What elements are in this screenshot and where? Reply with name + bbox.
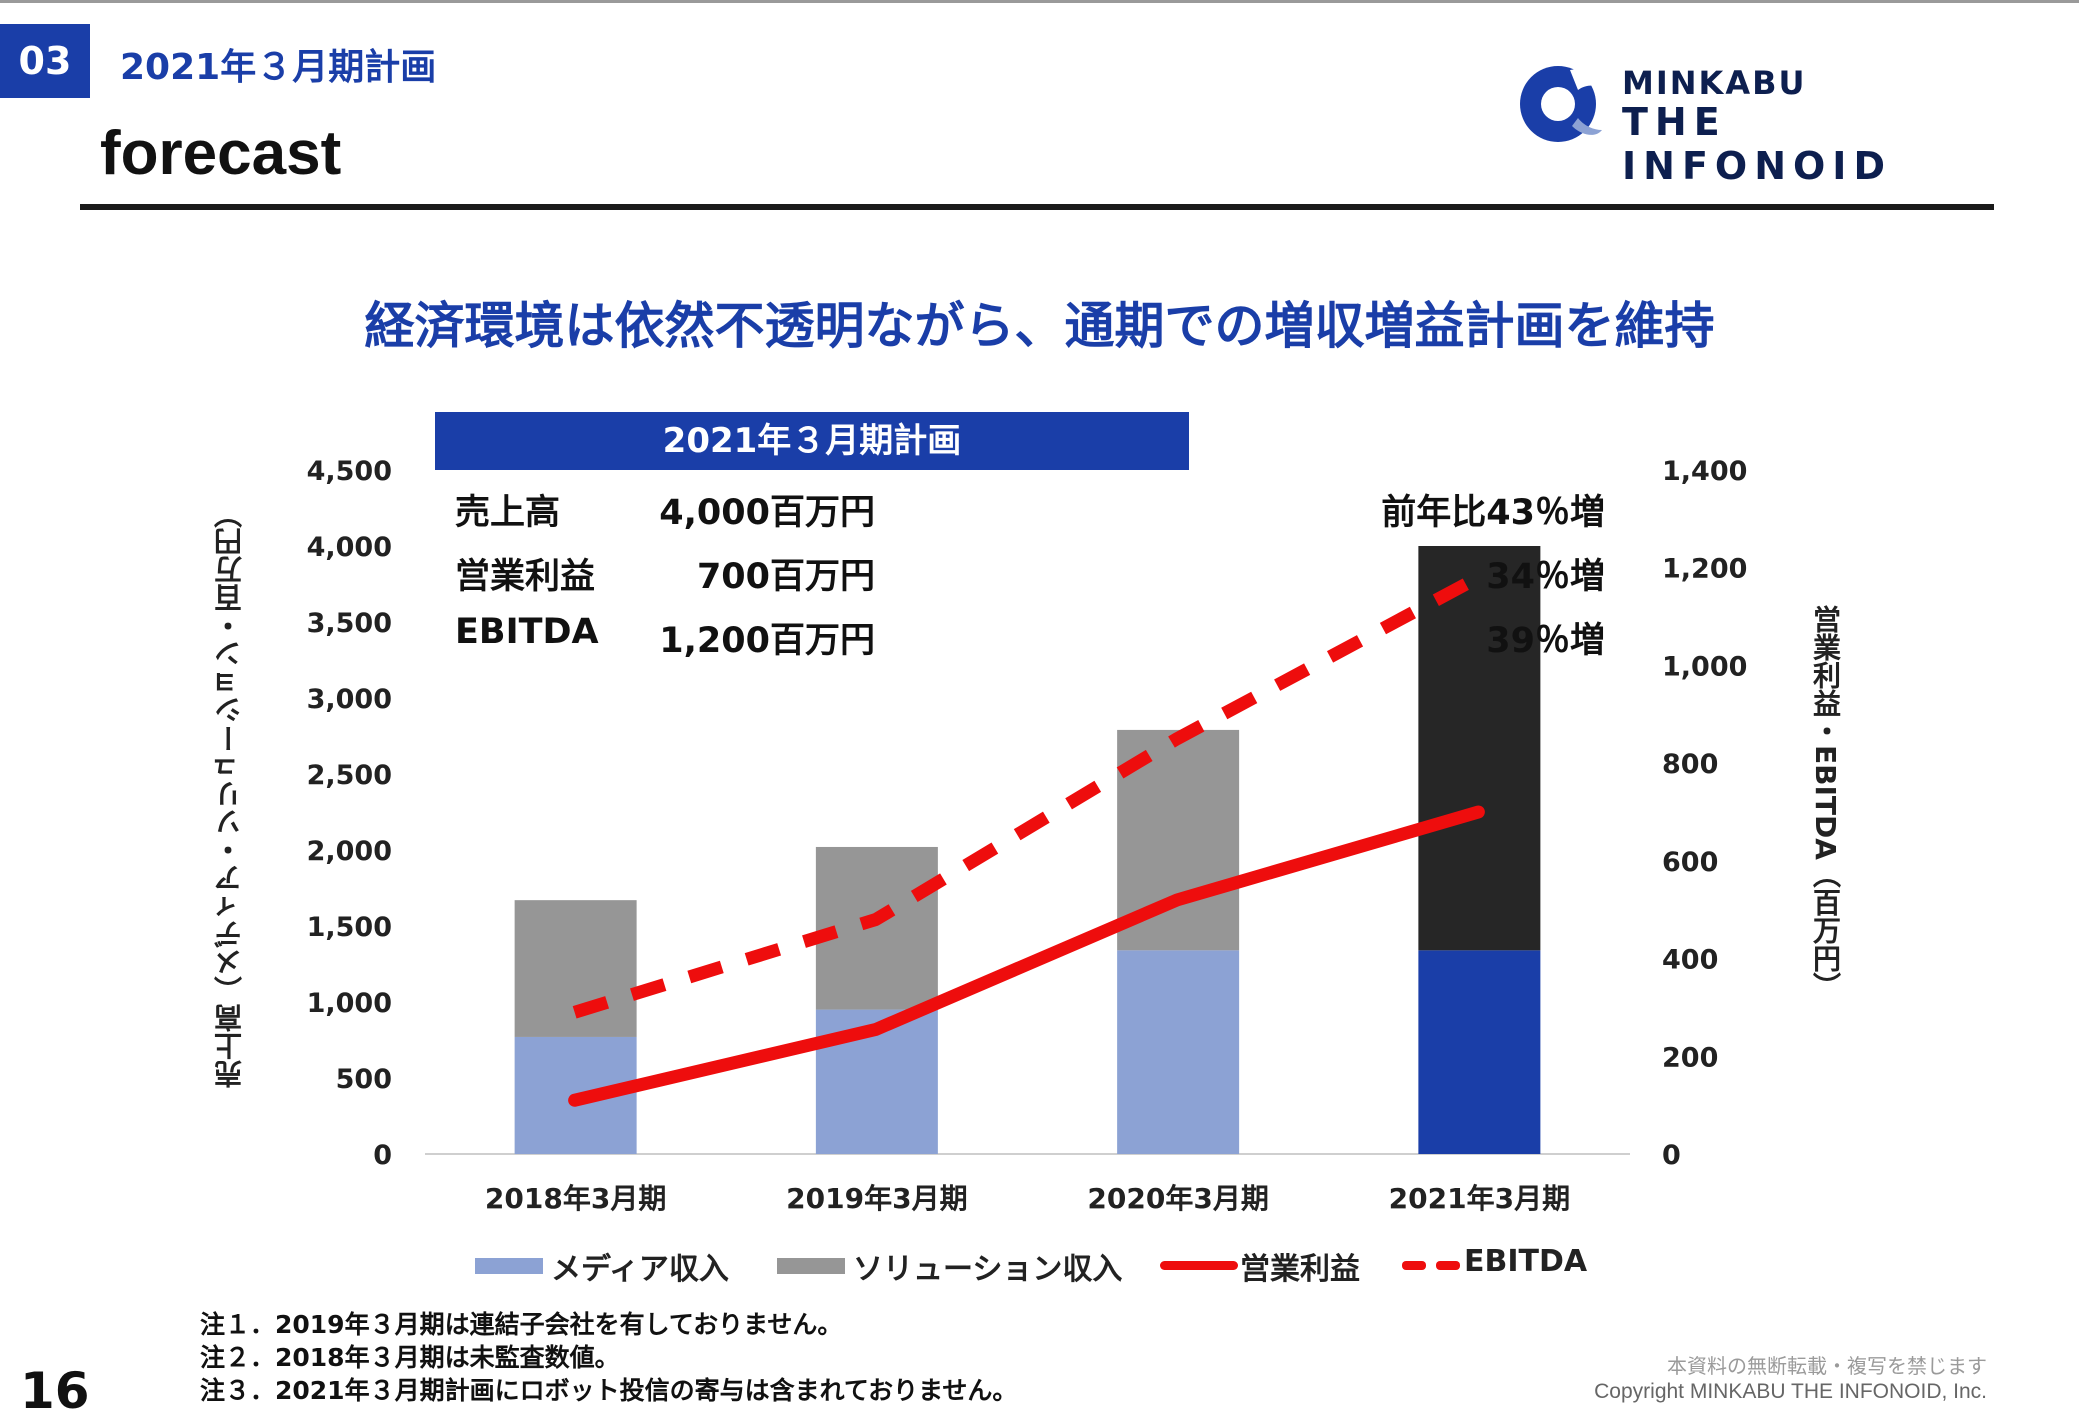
- y-right-tick-label: 800: [1662, 749, 1718, 780]
- y-axis-left-title: 売上高（メディア・ソリューション・百万円）: [213, 500, 246, 1088]
- plan-value: 1,200百万円: [659, 621, 875, 661]
- legend-dash-swatch: [1402, 1261, 1426, 1270]
- top-border: [0, 0, 2079, 3]
- company-logo: MINKABU THE INFONOID: [1512, 56, 2012, 188]
- section-title: 2021年３月期計画: [120, 47, 437, 88]
- legend-label: EBITDA: [1464, 1244, 1588, 1279]
- plan-row-ebitda: EBITDA 1,200百万円 39％増: [435, 598, 1605, 662]
- logo-text-minkabu: MINKABU: [1622, 64, 1807, 102]
- reproduction-notice: 本資料の無断転載・複写を禁じます: [1667, 1354, 1987, 1378]
- y-right-tick-label: 1,000: [1662, 651, 1747, 682]
- footnotes: 注１．2019年３月期は連結子会社を有しておりません。 注２．2018年３月期は…: [200, 1308, 1017, 1407]
- legend-swatch: [777, 1258, 845, 1274]
- plan-value: 700百万円: [696, 557, 875, 597]
- ebitda-line: [572, 571, 1482, 1019]
- y-left-tick-label: 2,500: [307, 760, 392, 791]
- y-left-tick-label: 0: [373, 1140, 392, 1171]
- y-right-tick-label: 600: [1662, 847, 1718, 878]
- x-tick-label: 2018年3月期: [485, 1182, 666, 1215]
- y-left-tick-label: 2,000: [307, 836, 392, 867]
- y-right-tick-label: 0: [1662, 1140, 1681, 1171]
- plan-change: 前年比43％増: [1381, 493, 1605, 533]
- bar-solution-revenue: [815, 846, 938, 1010]
- plan-change: 39％増: [1486, 621, 1605, 661]
- legend-dash-swatch: [1436, 1261, 1460, 1270]
- plan-value: 4,000百万円: [659, 493, 875, 533]
- plan-table-title: 2021年３月期計画: [435, 412, 1189, 470]
- legend-label: 営業利益: [1240, 1252, 1360, 1287]
- bar-solution-revenue: [1418, 546, 1541, 951]
- logo-swirl-icon: [1520, 66, 1608, 142]
- page-number: 16: [20, 1362, 90, 1420]
- x-tick-label: 2019年3月期: [786, 1182, 967, 1215]
- y-left-tick-label: 1,500: [307, 912, 392, 943]
- y-left-tick-label: 4,000: [307, 532, 392, 563]
- y-right-tick-label: 1,200: [1662, 554, 1747, 585]
- plan-row-sales: 売上高 4,000百万円 前年比43％増: [435, 470, 1605, 534]
- legend-line-swatch: [1160, 1261, 1238, 1270]
- operating-profit-line: [568, 805, 1485, 1107]
- bar-media-revenue: [1418, 950, 1541, 1154]
- copyright: Copyright MINKABU THE INFONOID, Inc.: [1594, 1380, 1987, 1403]
- plan-change: 34％増: [1486, 557, 1605, 597]
- y-left-tick-label: 4,500: [307, 456, 392, 487]
- y-right-tick-label: 1,400: [1662, 456, 1747, 487]
- legend-label: ソリューション収入: [853, 1252, 1123, 1287]
- plan-table: 2021年３月期計画 売上高 4,000百万円 前年比43％増 営業利益 700…: [435, 412, 1605, 662]
- revenue-profit-chart: 0 500 1,000 1,500 2,000 2,500 3,000 3,500 4,000 4…: [307, 456, 1748, 1215]
- footnote: 注２．2018年３月期は未監査数値。: [200, 1343, 620, 1372]
- y-left-tick-label: 3,000: [307, 684, 392, 715]
- bar-media-revenue: [1117, 950, 1240, 1154]
- headline: 経済環境は依然不透明ながら、通期での増収増益計画を維持: [364, 297, 1715, 355]
- y-right-tick-label: 200: [1662, 1042, 1718, 1073]
- plan-label: 売上高: [455, 493, 561, 533]
- bar-solution-revenue: [514, 900, 637, 1037]
- page-heading: forecast: [100, 119, 342, 188]
- plan-row-operating-profit: 営業利益 700百万円 34％増: [435, 534, 1605, 598]
- x-tick-label: 2020年3月期: [1087, 1182, 1268, 1215]
- y-left-tick-label: 500: [336, 1064, 392, 1095]
- y-right-tick-label: 400: [1662, 945, 1718, 976]
- logo-text-infonoid: THE INFONOID: [1622, 100, 1892, 188]
- legend-swatch: [475, 1258, 543, 1274]
- y-axis-right-title: 営業利益・EBITDA（百万円）: [1809, 605, 1842, 1000]
- heading-rule: [80, 204, 1994, 210]
- y-left-tick-label: 1,000: [307, 988, 392, 1019]
- legend-label: メディア収入: [551, 1252, 729, 1287]
- y-left-tick-label: 3,500: [307, 608, 392, 639]
- footnote: 注１．2019年３月期は連結子会社を有しておりません。: [200, 1310, 843, 1339]
- section-number-badge: 03: [0, 24, 90, 98]
- x-tick-label: 2021年3月期: [1389, 1182, 1570, 1215]
- footnote: 注３．2021年３月期計画にロボット投信の寄与は含まれておりません。: [200, 1376, 1018, 1405]
- plan-label: EBITDA: [455, 612, 599, 652]
- plan-label: 営業利益: [455, 557, 596, 597]
